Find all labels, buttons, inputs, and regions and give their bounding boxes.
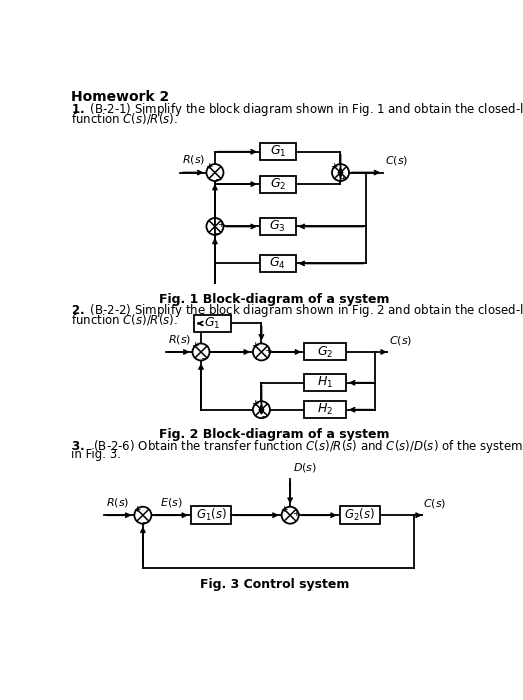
Text: in Fig. 3.: in Fig. 3. xyxy=(71,448,121,461)
Text: $C(s)$: $C(s)$ xyxy=(424,497,447,510)
Text: $\mathbf{2.}$ (B-2-2) Simplify the block diagram shown in Fig. 2 and obtain the : $\mathbf{2.}$ (B-2-2) Simplify the block… xyxy=(71,302,523,319)
Text: +: + xyxy=(280,505,288,514)
Text: $G_2$: $G_2$ xyxy=(317,344,333,360)
Text: $G_2(s)$: $G_2(s)$ xyxy=(344,507,376,524)
Text: +: + xyxy=(133,505,140,514)
Text: +: + xyxy=(252,399,259,408)
Text: −: − xyxy=(213,174,221,183)
Circle shape xyxy=(253,344,270,360)
Text: $H_1$: $H_1$ xyxy=(317,375,333,391)
Circle shape xyxy=(281,507,299,524)
Bar xyxy=(304,344,346,360)
Text: −: − xyxy=(200,354,207,363)
Text: +: + xyxy=(191,342,199,350)
Circle shape xyxy=(253,401,270,418)
Text: $R(s)$: $R(s)$ xyxy=(181,153,205,167)
Text: $G_1$: $G_1$ xyxy=(204,316,221,331)
Bar xyxy=(304,401,346,418)
Bar xyxy=(260,176,295,192)
Text: +: + xyxy=(264,346,271,355)
Bar xyxy=(260,255,295,272)
Text: $G_2$: $G_2$ xyxy=(269,176,286,192)
Circle shape xyxy=(207,164,223,181)
Text: $G_1$: $G_1$ xyxy=(269,144,286,160)
Text: −: − xyxy=(141,517,149,526)
Text: $R(s)$: $R(s)$ xyxy=(168,332,191,346)
Circle shape xyxy=(207,218,223,235)
Text: $G_3$: $G_3$ xyxy=(269,219,286,234)
Text: $H_2$: $H_2$ xyxy=(317,402,333,417)
Text: +: + xyxy=(331,162,338,171)
Text: +: + xyxy=(292,509,300,518)
Bar xyxy=(260,218,295,235)
Text: Fig. 3 Control system: Fig. 3 Control system xyxy=(200,578,349,592)
Text: $G_1(s)$: $G_1(s)$ xyxy=(196,507,226,524)
Circle shape xyxy=(192,344,210,360)
Circle shape xyxy=(332,164,349,181)
Text: $C(s)$: $C(s)$ xyxy=(385,154,408,167)
Text: $\mathbf{3.}$  (B-2-6) Obtain the transfer function $C(s)/R(s)$ and $C(s)/D(s)$ : $\mathbf{3.}$ (B-2-6) Obtain the transfe… xyxy=(71,438,523,455)
Text: Homework 2: Homework 2 xyxy=(71,90,169,104)
Text: +: + xyxy=(339,174,347,183)
Circle shape xyxy=(134,507,151,524)
Text: function $C(s)/R(s)$.: function $C(s)/R(s)$. xyxy=(71,111,178,126)
Text: Fig. 1 Block-diagram of a system: Fig. 1 Block-diagram of a system xyxy=(160,293,390,306)
Text: Fig. 2 Block-diagram of a system: Fig. 2 Block-diagram of a system xyxy=(160,428,390,441)
Text: +: + xyxy=(205,162,212,171)
Text: $G_4$: $G_4$ xyxy=(269,256,286,271)
Text: −: − xyxy=(260,412,268,421)
Text: $R(s)$: $R(s)$ xyxy=(106,496,129,509)
Text: $D(s)$: $D(s)$ xyxy=(293,461,317,475)
Text: +: + xyxy=(218,220,225,230)
Bar xyxy=(340,506,380,524)
Bar xyxy=(260,144,295,160)
Text: $C(s)$: $C(s)$ xyxy=(389,334,412,346)
Text: $\mathbf{1.}$ (B-2-1) Simplify the block diagram shown in Fig. 1 and obtain the : $\mathbf{1.}$ (B-2-1) Simplify the block… xyxy=(71,101,523,118)
Text: +: + xyxy=(252,342,259,350)
Text: $E(s)$: $E(s)$ xyxy=(160,496,183,509)
Bar xyxy=(191,506,231,524)
Bar xyxy=(194,315,231,332)
Text: function $C(s)/R(s)$.: function $C(s)/R(s)$. xyxy=(71,312,178,327)
Bar xyxy=(304,374,346,391)
Text: −: − xyxy=(213,228,220,237)
